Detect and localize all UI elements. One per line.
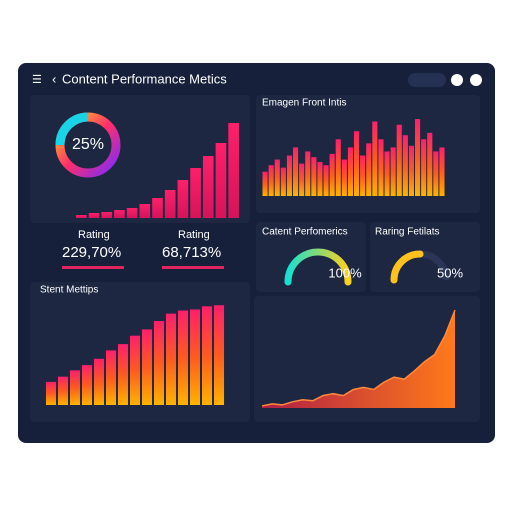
kpi-label: Rating: [78, 229, 110, 241]
kpi-value: 68,713%: [162, 244, 221, 261]
bar: [311, 157, 317, 196]
kpi-value: 229,70%: [62, 244, 121, 261]
bar: [189, 309, 201, 405]
page-title: Content Performance Metics: [62, 71, 227, 86]
bar: [305, 151, 311, 196]
bar: [421, 139, 427, 196]
bar: [126, 208, 138, 218]
bar: [439, 147, 445, 196]
bar: [408, 145, 415, 196]
bar: [353, 131, 360, 196]
bar: [372, 121, 378, 196]
bar: [228, 123, 239, 218]
icon-button[interactable]: [451, 74, 463, 86]
bar: [139, 204, 151, 218]
area-line: [261, 309, 456, 407]
bar: [101, 212, 113, 218]
bar: [213, 305, 225, 405]
gauge-arc: [284, 248, 352, 286]
bar: [329, 153, 335, 196]
gauge-label: 50%: [437, 265, 463, 280]
bar: [390, 147, 396, 196]
bar: [402, 135, 408, 196]
chart-title: Stent Mettips: [40, 285, 98, 296]
bar: [93, 358, 105, 405]
bar: [299, 163, 305, 196]
kpi-label: Rating: [178, 229, 210, 241]
bar: [152, 198, 163, 218]
area: [262, 310, 455, 408]
bar: [202, 156, 214, 218]
donut-arc: [55, 112, 121, 178]
bar: [105, 350, 117, 405]
bar: [341, 159, 347, 196]
kpi-underline: [62, 266, 124, 269]
bar: [347, 147, 354, 196]
bar: [201, 306, 213, 405]
menu-icon[interactable]: ☰: [32, 74, 42, 86]
bar: [88, 213, 100, 218]
bar: [286, 155, 293, 196]
bar: [190, 168, 201, 218]
bar: [141, 329, 153, 405]
bar: [274, 159, 280, 196]
back-title[interactable]: ‹: [52, 71, 56, 86]
bar: [366, 143, 372, 196]
bar: [335, 139, 341, 196]
bar: [268, 165, 274, 196]
bar: [262, 171, 268, 196]
bar: [81, 365, 93, 405]
donut-label: 25%: [72, 136, 104, 153]
bar: [57, 376, 69, 405]
kpi: Rating 229,70% Rating 68,713%: [62, 229, 224, 269]
bar: [384, 151, 390, 196]
bar: [69, 370, 81, 405]
bar: [323, 165, 329, 196]
bar: [114, 210, 125, 218]
bar: [396, 124, 402, 196]
bar: [153, 321, 165, 405]
bar: [165, 313, 177, 405]
kpi-underline: [162, 266, 224, 269]
bar: [427, 132, 433, 196]
header-button[interactable]: [408, 73, 446, 87]
bar: [292, 147, 299, 196]
bar: [360, 155, 366, 196]
bar: [45, 381, 57, 405]
icon-button[interactable]: [470, 74, 482, 86]
chart-title: Raring Fetilats: [375, 227, 439, 238]
bar: [317, 161, 323, 196]
bar: [117, 344, 129, 405]
bar: [177, 310, 189, 405]
bar: [177, 180, 189, 218]
bar: [76, 215, 87, 218]
bar: [164, 190, 176, 218]
gauge-arc: [390, 250, 450, 284]
card: [256, 222, 366, 292]
header: ☰ ‹ Content Performance Metics: [32, 71, 482, 87]
bar: [414, 119, 421, 196]
chart-title: Catent Perfomerics: [262, 227, 348, 238]
bar: [378, 139, 384, 196]
bar: [280, 167, 286, 196]
bar: [433, 151, 439, 196]
bar: [129, 335, 141, 405]
gauge-label: 100%: [328, 265, 362, 280]
bar: [215, 143, 227, 218]
chart-title: Emagen Front Intis: [262, 98, 346, 109]
